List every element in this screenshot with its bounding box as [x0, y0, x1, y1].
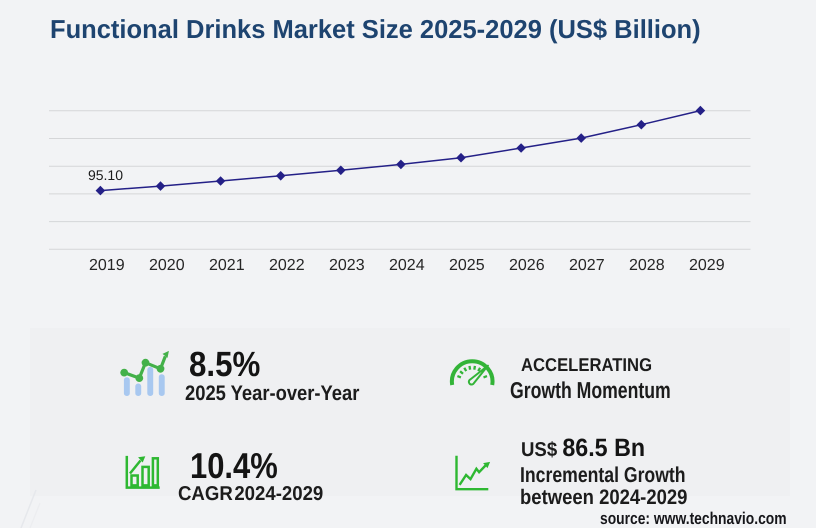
svg-text:2029: 2029	[689, 257, 725, 274]
svg-text:95.10: 95.10	[88, 167, 123, 183]
svg-text:2019: 2019	[89, 257, 125, 274]
svg-text:2028: 2028	[629, 257, 665, 274]
svg-text:2025: 2025	[449, 257, 485, 274]
svg-text:2023: 2023	[329, 257, 365, 274]
svg-text:2020: 2020	[149, 257, 185, 274]
svg-text:2024: 2024	[389, 257, 425, 274]
svg-text:2021: 2021	[209, 257, 245, 274]
svg-text:2022: 2022	[269, 257, 305, 274]
svg-text:2027: 2027	[569, 257, 605, 274]
svg-text:2026: 2026	[509, 257, 545, 274]
